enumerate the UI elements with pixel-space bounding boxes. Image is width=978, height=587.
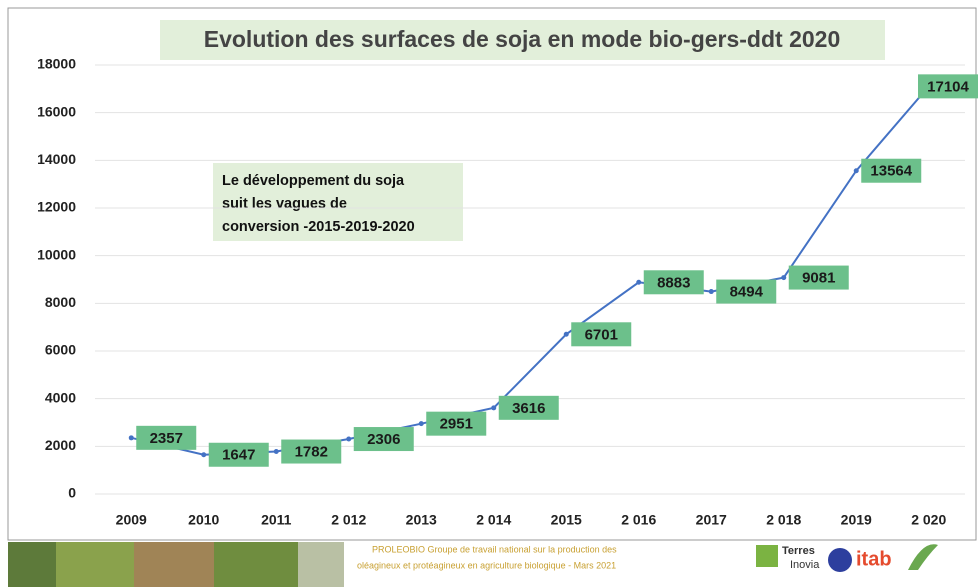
data-label: 2306: [367, 431, 400, 448]
data-label-box: [353, 427, 414, 452]
data-label: 17104: [927, 78, 969, 95]
title-box: [160, 20, 885, 60]
data-label-box: [498, 395, 559, 420]
logo-icon: [908, 544, 938, 570]
logo-icon: [828, 548, 852, 572]
x-tick-label: 2 016: [621, 512, 656, 528]
data-label-box: [426, 411, 487, 436]
logo-text: Terres: [782, 545, 815, 557]
data-label: 2357: [150, 430, 183, 447]
x-tick-label: 2009: [116, 512, 147, 528]
footer-photos: [8, 542, 344, 587]
data-label: 2951: [440, 416, 473, 433]
y-tick-label: 8000: [45, 294, 76, 310]
marker: [491, 405, 497, 411]
marker: [128, 435, 134, 441]
x-tick-label: 2 020: [911, 512, 946, 528]
annotation: conversion -2015-2019-2020: [222, 219, 415, 235]
marker: [418, 421, 424, 427]
footer-text: oléagineux et protéagineux en agricultur…: [357, 560, 616, 570]
marker: [346, 436, 352, 442]
x-tick-label: 2 014: [476, 512, 511, 528]
annotation: Le développement du soja: [222, 173, 405, 189]
x-tick-label: 2017: [696, 512, 727, 528]
marker: [781, 275, 787, 281]
y-tick-label: 6000: [45, 342, 76, 358]
y-tick-label: 10000: [37, 246, 76, 262]
x-tick-label: 2011: [261, 512, 292, 528]
annotation-box: [213, 163, 463, 241]
annotation: suit les vagues de: [222, 196, 347, 212]
marker: [273, 449, 279, 455]
data-label-box: [643, 270, 704, 295]
data-label: 9081: [802, 270, 835, 287]
y-tick-label: 12000: [37, 199, 76, 215]
data-label-box: [136, 425, 197, 450]
marker: [563, 331, 569, 337]
logo-icon: [756, 545, 778, 567]
y-tick-label: 14000: [37, 151, 76, 167]
footer-text: PROLEOBIO Groupe de travail national sur…: [372, 544, 617, 554]
data-label: 3616: [512, 400, 545, 417]
data-label-box: [281, 439, 342, 464]
marker: [853, 168, 859, 174]
data-label-box: [208, 442, 269, 467]
marker: [708, 289, 714, 295]
chart-title: Evolution des surfaces de soja en mode b…: [204, 26, 841, 52]
x-tick-label: 2019: [841, 512, 872, 528]
x-tick-label: 2 012: [331, 512, 366, 528]
y-tick-label: 18000: [37, 56, 76, 72]
data-label: 6701: [585, 326, 618, 343]
marker: [636, 279, 642, 285]
data-label-box: [788, 265, 849, 290]
x-tick-label: 2015: [551, 512, 582, 528]
data-label-box: [571, 322, 632, 347]
y-tick-label: 0: [68, 485, 76, 501]
logo-text: itab: [856, 548, 892, 570]
marker: [201, 452, 207, 458]
data-label: 1782: [295, 443, 328, 460]
data-label: 13564: [870, 163, 912, 180]
y-tick-label: 2000: [45, 437, 76, 453]
data-label: 8494: [730, 284, 764, 301]
x-tick-label: 2010: [188, 512, 219, 528]
data-label-box: [716, 279, 777, 304]
logo-text: Inovia: [790, 559, 820, 571]
data-label: 8883: [657, 274, 690, 291]
data-label: 1647: [222, 447, 255, 464]
data-label-box: [861, 158, 922, 183]
y-tick-label: 4000: [45, 389, 76, 405]
data-label-box: [918, 74, 978, 99]
y-tick-label: 16000: [37, 103, 76, 119]
x-tick-label: 2013: [406, 512, 437, 528]
x-tick-label: 2 018: [766, 512, 801, 528]
